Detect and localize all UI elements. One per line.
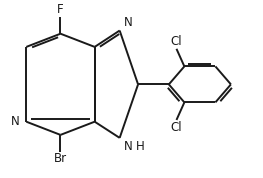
- Text: N: N: [124, 140, 132, 153]
- Text: Cl: Cl: [171, 121, 182, 134]
- Text: Br: Br: [54, 153, 67, 166]
- Text: Cl: Cl: [171, 35, 182, 48]
- Text: N: N: [11, 115, 20, 128]
- Text: F: F: [57, 3, 64, 16]
- Text: N: N: [124, 16, 132, 29]
- Text: H: H: [135, 140, 144, 153]
